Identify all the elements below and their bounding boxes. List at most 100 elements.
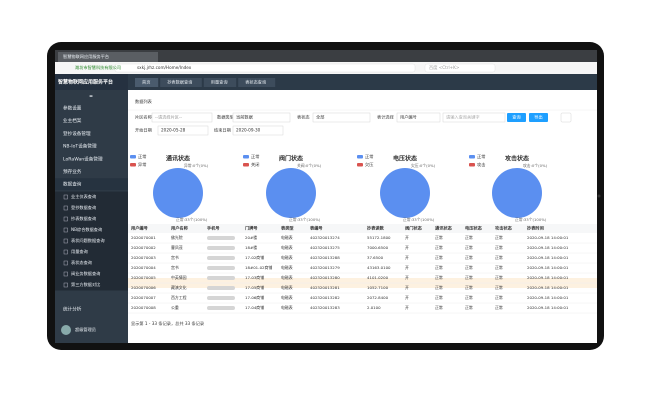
camera [597, 194, 601, 198]
cell: 正常 [465, 245, 473, 250]
legend-label: 正常 [138, 153, 146, 160]
cell: 开 [405, 275, 409, 280]
column-header: 门牌号 [245, 225, 258, 232]
url: sxkj.jrhz.com/Home/Index [137, 65, 192, 70]
cell: 17-05商铺 [245, 285, 264, 290]
end-date[interactable] [232, 125, 284, 136]
cell: 2020-09-18 14:00:01 [527, 245, 569, 250]
cell: 正常 [435, 245, 443, 250]
menu-active [55, 178, 128, 191]
cell: 佛光院 [171, 235, 183, 240]
submenu-item[interactable]: 业主仪表查询 [71, 193, 96, 200]
column-header: 攻击状态 [495, 225, 513, 232]
query-button[interactable] [507, 113, 526, 122]
cell: 正常 [465, 295, 473, 300]
page-tab[interactable] [135, 78, 159, 87]
pie-title: 攻击状态 [505, 155, 529, 163]
legend-label: 关闭 [251, 161, 259, 168]
slice-label: 欠压:0个(0%) [411, 163, 436, 168]
submenu-item[interactable]: 用量查询 [71, 248, 88, 255]
pie-title: 阀门状态 [279, 155, 303, 163]
button-label[interactable]: 导出 [534, 114, 542, 121]
legend-swatch [469, 163, 475, 167]
page-tab-label[interactable]: 抄表数据查询 [167, 79, 192, 86]
pie-slice [492, 168, 542, 218]
menu-item[interactable]: 登抄设备管理 [63, 130, 91, 137]
menu-item[interactable]: 数据查询 [63, 181, 82, 188]
state-select[interactable] [312, 112, 371, 123]
cell: 1052.7100 [367, 285, 389, 290]
page-tab-label[interactable]: 首页 [142, 79, 150, 86]
menu-item[interactable]: 参数设置 [63, 105, 82, 112]
page-tab[interactable] [160, 78, 202, 87]
type-select[interactable] [232, 112, 291, 123]
submenu-bg [55, 191, 128, 203]
submenu-bg [55, 257, 128, 269]
blurred-phone [207, 296, 235, 300]
cell: 宫书 [171, 255, 179, 260]
menu-item[interactable]: 统计分析 [63, 306, 82, 313]
cell: 17-03商铺 [245, 275, 264, 280]
submenu-item[interactable]: 抄表数据查询 [71, 215, 96, 222]
cell: 7000.6500 [367, 245, 389, 250]
cell: 402320013288 [310, 255, 340, 260]
pie-slice [153, 168, 203, 218]
cell: 402320013282 [310, 295, 340, 300]
blurred-phone [207, 256, 235, 260]
cell: 2020-09-18 14:00:01 [527, 305, 569, 310]
tab-bar [55, 50, 597, 62]
menu-toggle[interactable]: ≡ [89, 95, 93, 100]
cell: 正常 [465, 235, 473, 240]
page-tab-label[interactable]: 表状态查询 [245, 79, 266, 86]
menu-item[interactable]: LoRaWan设备管理 [63, 155, 103, 162]
submenu-bg [55, 235, 128, 247]
area-select[interactable] [151, 112, 213, 123]
submenu-item[interactable]: 表状态查询 [71, 259, 92, 266]
export-button[interactable] [529, 113, 548, 122]
cell: 4101.0200 [367, 275, 389, 280]
menu-item[interactable]: 业主档案 [63, 117, 82, 124]
menu-item[interactable]: NB-IoT设备管理 [63, 143, 97, 150]
blurred-phone [207, 236, 235, 240]
cell: 2.0100 [367, 305, 381, 310]
url-box[interactable] [114, 63, 416, 73]
blurred-phone [207, 246, 235, 250]
search-box[interactable] [424, 63, 496, 73]
page-tab[interactable] [238, 78, 276, 87]
table-header-bg [128, 224, 597, 233]
start-date[interactable] [157, 125, 209, 136]
page-tab-label[interactable]: 用量查询 [211, 79, 228, 86]
cell: 开 [405, 285, 409, 290]
legend-label: 正常 [477, 153, 485, 160]
cell: 55172.1800 [367, 235, 391, 240]
submenu-item[interactable]: NB综合数据查询 [71, 226, 102, 233]
slice-label: 正常:33个(100%) [515, 217, 547, 222]
button-label[interactable]: 查询 [512, 114, 520, 121]
slice-label: 关阀:0个(0%) [297, 163, 322, 168]
page-tab[interactable] [203, 78, 237, 87]
browser-tab[interactable] [58, 52, 158, 62]
blurred-phone [207, 286, 235, 290]
cell: 18#楼 [245, 245, 257, 250]
filter-label: 片区名称 [135, 114, 152, 121]
submenu-bg [55, 279, 128, 291]
column-header: 表编号 [310, 225, 323, 232]
cell: 2020070003 [131, 255, 156, 260]
submenu-item[interactable]: 第三方数据对比 [71, 281, 100, 288]
keyword-input[interactable] [442, 112, 506, 123]
menu-item[interactable]: 预存业务 [63, 168, 82, 175]
select-text: --请选择片区-- [155, 114, 182, 121]
column-header: 用户编号 [131, 225, 148, 232]
cell: 正常 [495, 255, 503, 260]
refresh-button[interactable] [560, 112, 572, 123]
meter-select[interactable] [396, 112, 441, 123]
submenu-item[interactable]: 表状问题数据查询 [71, 237, 105, 244]
cell: 曹凤茂 [171, 245, 183, 250]
cell: 18#01-02商铺 [245, 265, 272, 270]
submenu-item[interactable]: 登抄数据查询 [71, 204, 96, 211]
cell: 2020-09-18 14:00:01 [527, 235, 569, 240]
submenu-item[interactable]: 阀业务数据查询 [71, 270, 100, 277]
cell: 2020070001 [131, 235, 156, 240]
filter-label: 结束日期 [214, 127, 231, 134]
